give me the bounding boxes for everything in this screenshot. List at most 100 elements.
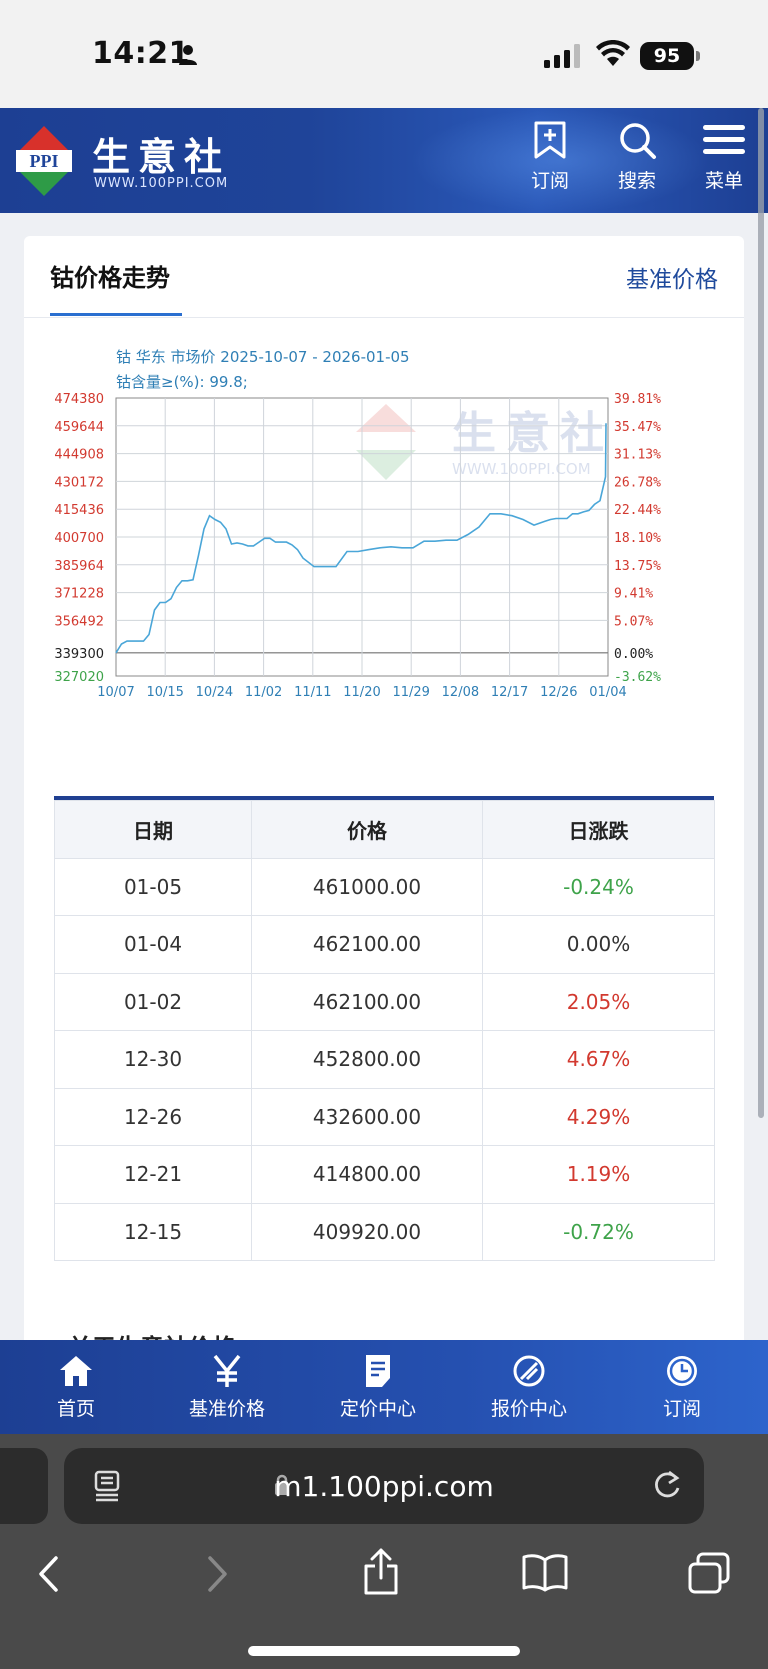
subscribe-button[interactable]: 订阅 bbox=[515, 120, 585, 206]
reload-icon[interactable] bbox=[652, 1468, 682, 1502]
previous-tab-preview[interactable] bbox=[0, 1448, 48, 1524]
row-change: -0.24% bbox=[482, 857, 715, 916]
header-price: 价格 bbox=[251, 800, 483, 859]
row-price: 461000.00 bbox=[251, 857, 483, 916]
row-date: 12-15 bbox=[54, 1202, 252, 1261]
nav-home-label: 首页 bbox=[56, 1398, 95, 1420]
y2-tick-label: 26.78% bbox=[614, 475, 661, 490]
lock-icon bbox=[275, 1474, 289, 1495]
y-tick-label: 400700 bbox=[54, 531, 104, 546]
x-tick-label: 10/24 bbox=[196, 685, 233, 700]
clock-icon bbox=[667, 1356, 697, 1386]
search-button[interactable]: 搜索 bbox=[602, 120, 672, 206]
y2-tick-label: 39.81% bbox=[614, 392, 661, 407]
y-tick-label: 459644 bbox=[54, 420, 104, 435]
y2-tick-label: 0.00% bbox=[614, 647, 653, 662]
x-tick-label: 10/07 bbox=[97, 685, 134, 700]
cellular-signal-icon bbox=[544, 44, 580, 68]
price-table-wrap: 日期 价格 日涨跌 01-05 461000.00 -0.24% 01-04 46210… bbox=[54, 796, 715, 1261]
price-table: 日期 价格 日涨跌 01-05 461000.00 -0.24% 01-04 46210… bbox=[54, 800, 715, 1261]
tab-price-trend[interactable]: 钴价格走势 bbox=[50, 264, 170, 292]
address-bar[interactable]: m1.100ppi.com bbox=[64, 1448, 704, 1524]
table-row: 12-15 409920.00 -0.72% bbox=[54, 1202, 715, 1261]
y-tick-label: 327020 bbox=[54, 670, 104, 685]
row-date: 12-30 bbox=[54, 1030, 252, 1089]
y2-tick-label: 35.47% bbox=[614, 420, 661, 435]
row-change: 4.29% bbox=[482, 1087, 715, 1146]
y2-tick-label: 9.41% bbox=[614, 587, 653, 602]
chart-subtitle: 钴含量≥(%): 99.8; bbox=[116, 373, 248, 391]
home-icon bbox=[60, 1356, 92, 1386]
reader-mode-icon[interactable] bbox=[94, 1470, 122, 1502]
y2-tick-label: -3.62% bbox=[614, 670, 661, 685]
home-indicator bbox=[248, 1646, 520, 1656]
x-tick-label: 11/29 bbox=[392, 685, 429, 700]
share-icon[interactable] bbox=[362, 1548, 400, 1596]
site-logo-text[interactable]: 生意社 bbox=[92, 135, 231, 179]
watermark-url: WWW.100PPI.COM bbox=[452, 460, 591, 478]
row-date: 01-05 bbox=[54, 857, 252, 916]
row-date: 12-26 bbox=[54, 1087, 252, 1146]
nav-pricing-center[interactable]: 定价中心 bbox=[318, 1354, 438, 1421]
row-price: 462100.00 bbox=[251, 915, 483, 974]
watermark-logo-top bbox=[356, 404, 416, 432]
x-tick-label: 12/17 bbox=[491, 685, 528, 700]
status-time: 14:21 bbox=[92, 36, 190, 71]
y-tick-label: 356492 bbox=[54, 614, 104, 629]
forward-icon[interactable] bbox=[206, 1554, 230, 1594]
y2-tick-label: 22.44% bbox=[614, 503, 661, 518]
row-change: -0.72% bbox=[482, 1202, 715, 1261]
subscribe-label: 订阅 bbox=[530, 170, 569, 192]
y-tick-label: 385964 bbox=[54, 559, 104, 574]
y2-tick-label: 18.10% bbox=[614, 531, 661, 546]
x-tick-label: 11/20 bbox=[343, 685, 380, 700]
table-row: 12-30 452800.00 4.67% bbox=[54, 1030, 715, 1089]
tabs-icon[interactable] bbox=[688, 1552, 730, 1594]
bottom-navigation: 首页 基准价格 定价中心 报价中心 订阅 bbox=[0, 1340, 768, 1434]
url-text: m1.100ppi.com bbox=[274, 1470, 494, 1503]
header-decoration bbox=[410, 108, 710, 213]
row-price: 432600.00 bbox=[251, 1087, 483, 1146]
back-icon[interactable] bbox=[36, 1554, 60, 1594]
bookmarks-icon[interactable] bbox=[522, 1552, 568, 1592]
table-row: 01-02 462100.00 2.05% bbox=[54, 972, 715, 1031]
ppi-logo-icon[interactable]: PPI bbox=[16, 126, 72, 196]
table-row: 01-04 462100.00 0.00% bbox=[54, 915, 715, 974]
row-price: 414800.00 bbox=[251, 1145, 483, 1204]
slash-circle-icon bbox=[513, 1355, 545, 1387]
nav-benchmark-price[interactable]: 基准价格 bbox=[167, 1354, 287, 1421]
row-price: 462100.00 bbox=[251, 972, 483, 1031]
nav-subscribe[interactable]: 订阅 bbox=[622, 1354, 742, 1421]
card-tabs: 钴价格走势 基准价格 bbox=[24, 236, 744, 318]
row-change: 2.05% bbox=[482, 972, 715, 1031]
nav-quote-label: 报价中心 bbox=[490, 1398, 567, 1420]
header-change: 日涨跌 bbox=[482, 800, 715, 859]
search-icon bbox=[620, 123, 656, 159]
price-trend-chart: 钴 华东 市场价 2025-10-07 - 2026-01-05 钴含量≥(%):… bbox=[54, 348, 661, 700]
x-tick-label: 12/08 bbox=[442, 685, 479, 700]
x-tick-label: 12/26 bbox=[540, 685, 577, 700]
y-tick-label: 339300 bbox=[54, 647, 104, 662]
x-tick-label: 01/04 bbox=[589, 685, 626, 700]
nav-benchmark-label: 基准价格 bbox=[188, 1398, 265, 1420]
nav-quote-center[interactable]: 报价中心 bbox=[469, 1354, 589, 1421]
row-price: 409920.00 bbox=[251, 1202, 483, 1261]
x-tick-label: 10/15 bbox=[146, 685, 183, 700]
menu-button[interactable]: 菜单 bbox=[689, 120, 759, 206]
y2-tick-label: 5.07% bbox=[614, 614, 653, 629]
tab-benchmark-price[interactable]: 基准价格 bbox=[626, 267, 718, 293]
search-label: 搜索 bbox=[617, 170, 656, 192]
nav-home[interactable]: 首页 bbox=[16, 1354, 136, 1421]
person-icon bbox=[179, 45, 197, 65]
menu-icon bbox=[703, 125, 745, 154]
page-scrollbar[interactable] bbox=[758, 108, 764, 1118]
watermark-logo-bottom bbox=[356, 450, 416, 480]
y-tick-label: 415436 bbox=[54, 503, 104, 518]
table-header-row: 日期 价格 日涨跌 bbox=[54, 800, 715, 859]
table-row: 12-26 432600.00 4.29% bbox=[54, 1087, 715, 1146]
chart-title: 钴 华东 市场价 2025-10-07 - 2026-01-05 bbox=[116, 348, 410, 366]
menu-label: 菜单 bbox=[704, 170, 743, 192]
site-logo-url: WWW.100PPI.COM bbox=[94, 176, 229, 191]
y-tick-label: 430172 bbox=[54, 475, 104, 490]
